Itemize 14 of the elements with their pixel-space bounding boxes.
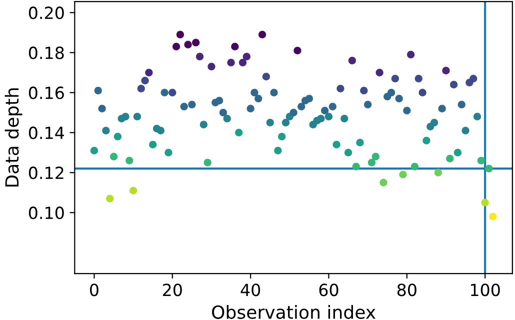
y-tick-label: 0.12	[28, 166, 64, 180]
x-tick-label: 40	[240, 284, 260, 296]
y-axis-title: Data depth	[4, 88, 22, 187]
y-tick-label: 0.18	[28, 46, 64, 60]
y-tick-label: 0.10	[28, 206, 64, 220]
y-tick-label: 0.20	[28, 6, 64, 20]
y-tick-label: 0.16	[28, 86, 64, 100]
x-tick-label: 80	[397, 284, 416, 296]
x-tick-label: 100	[470, 284, 500, 296]
y-tick-label: 0.14	[28, 126, 64, 140]
x-tick-label: 0	[90, 284, 98, 296]
x-tick-label: 20	[163, 284, 182, 296]
x-axis-title: Observation index	[212, 305, 376, 319]
x-tick-label: 60	[319, 284, 338, 296]
